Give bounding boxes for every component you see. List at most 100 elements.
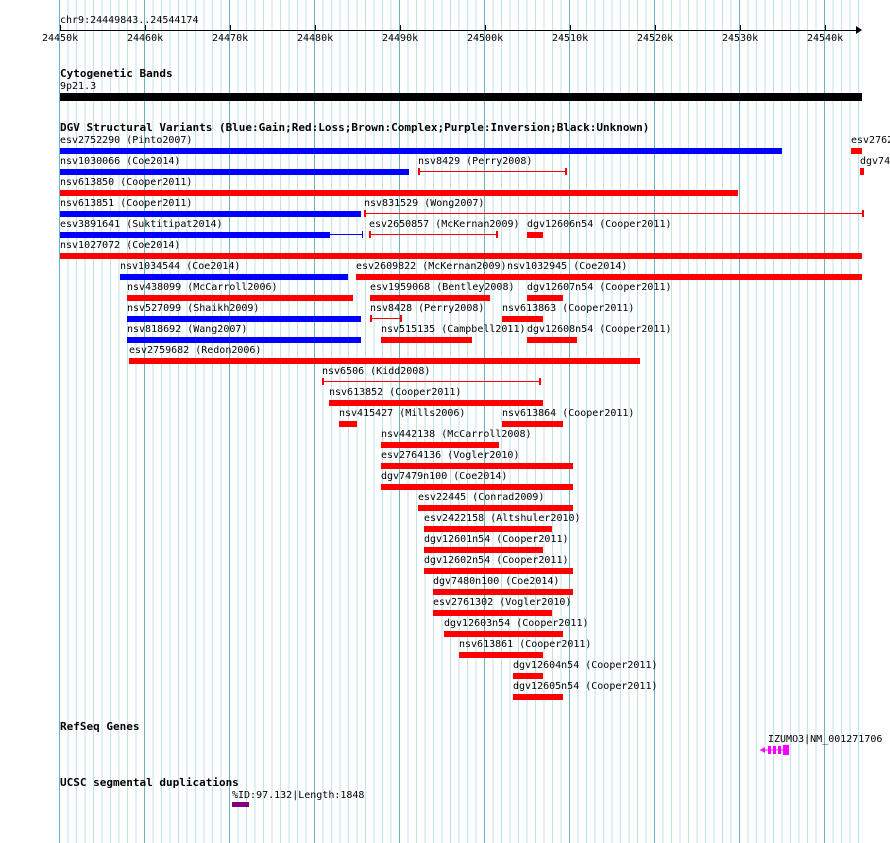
- dgv-feature-label[interactable]: dgv12603n54 (Cooper2011): [444, 618, 589, 629]
- dgv-feature-interval[interactable]: [322, 381, 539, 382]
- dgv-track-title[interactable]: DGV Structural Variants (Blue:Gain;Red:L…: [60, 121, 650, 134]
- dgv-feature-label[interactable]: nsv6506 (Kidd2008): [322, 366, 431, 377]
- dgv-feature-bar[interactable]: [513, 673, 543, 679]
- range-label: chr9:24449843..24544174: [60, 15, 199, 26]
- dgv-feature-label[interactable]: nsv613852 (Cooper2011): [329, 387, 462, 398]
- dgv-feature-interval[interactable]: [370, 318, 400, 319]
- dgv-feature-bar[interactable]: [129, 358, 640, 364]
- dgv-feature-label[interactable]: dgv74: [860, 156, 890, 167]
- dgv-feature-bar[interactable]: [507, 274, 862, 280]
- dgv-feature-label[interactable]: esv2761302 (Vogler2010): [433, 597, 572, 608]
- gene-model-icon[interactable]: [758, 743, 792, 757]
- dgv-feature-label[interactable]: nsv8429 (Perry2008): [418, 156, 533, 167]
- gene-label[interactable]: IZUMO3|NM_001271706: [768, 734, 883, 745]
- dgv-feature-bar[interactable]: [418, 505, 573, 511]
- dgv-feature-bar[interactable]: [127, 316, 361, 322]
- dgv-feature-bar[interactable]: [502, 421, 563, 427]
- dgv-feature-label[interactable]: dgv12605n54 (Cooper2011): [513, 681, 658, 692]
- dgv-feature-label[interactable]: esv22445 (Conrad2009): [418, 492, 545, 503]
- dgv-feature-bar[interactable]: [127, 295, 353, 301]
- dgv-feature-label[interactable]: dgv7480n100 (Coe2014): [433, 576, 560, 587]
- refseq-track-title[interactable]: RefSeq Genes: [60, 720, 140, 733]
- dgv-feature-label[interactable]: nsv818692 (Wang2007): [127, 324, 248, 335]
- dgv-feature-bar[interactable]: [60, 211, 361, 217]
- dgv-feature-bar[interactable]: [60, 148, 782, 154]
- ruler-arrow-icon: [856, 26, 862, 34]
- dgv-feature-label[interactable]: nsv1032945 (Coe2014): [507, 261, 628, 272]
- segdup-label[interactable]: %ID:97.132|Length:1848: [232, 790, 365, 801]
- dgv-feature-bar[interactable]: [339, 421, 357, 427]
- dgv-feature-label[interactable]: nsv1034544 (Coe2014): [120, 261, 241, 272]
- segdup-feature[interactable]: [232, 802, 249, 807]
- dgv-feature-label[interactable]: esv2764136 (Vogler2010): [381, 450, 520, 461]
- dgv-feature-label[interactable]: esv2762: [851, 135, 890, 146]
- dgv-feature-bar[interactable]: [424, 547, 543, 553]
- dgv-feature-label[interactable]: nsv613850 (Cooper2011): [60, 177, 193, 188]
- dgv-feature-bar[interactable]: [381, 337, 472, 343]
- dgv-feature-bar[interactable]: [459, 652, 543, 658]
- dgv-feature-bar[interactable]: [60, 253, 862, 259]
- dgv-feature-label[interactable]: nsv527099 (Shaikh2009): [127, 303, 260, 314]
- dgv-feature-bar[interactable]: [60, 232, 330, 238]
- dgv-feature-label[interactable]: nsv415427 (Mills2006): [339, 408, 466, 419]
- dgv-feature-label[interactable]: nsv613863 (Cooper2011): [502, 303, 635, 314]
- ruler-tick-label: 24480k: [297, 33, 334, 44]
- dgv-feature-bar[interactable]: [527, 232, 543, 238]
- dgv-feature-label[interactable]: nsv613864 (Cooper2011): [502, 408, 635, 419]
- cytoband-bar[interactable]: [60, 93, 862, 101]
- dgv-feature-bar[interactable]: [127, 337, 361, 343]
- dgv-feature-bar[interactable]: [502, 316, 543, 322]
- dgv-feature-label[interactable]: dgv12606n54 (Cooper2011): [527, 219, 672, 230]
- dgv-feature-bar[interactable]: [329, 400, 543, 406]
- dgv-feature-label[interactable]: nsv442138 (McCarroll2008): [381, 429, 532, 440]
- dgv-feature-bar[interactable]: [60, 169, 409, 175]
- dgv-feature-interval[interactable]: [369, 234, 496, 235]
- dgv-feature-label[interactable]: dgv12602n54 (Cooper2011): [424, 555, 569, 566]
- dgv-feature-bar[interactable]: [381, 484, 573, 490]
- dgv-feature-bar[interactable]: [120, 274, 348, 280]
- ruler-tick: [145, 25, 146, 30]
- dgv-feature-label[interactable]: dgv12601n54 (Cooper2011): [424, 534, 569, 545]
- dgv-feature-label[interactable]: nsv831529 (Wong2007): [364, 198, 485, 209]
- dgv-feature-bar[interactable]: [851, 148, 862, 154]
- dgv-feature-label[interactable]: nsv8428 (Perry2008): [370, 303, 485, 314]
- dgv-feature-label[interactable]: nsv515135 (Campbell2011): [381, 324, 526, 335]
- dgv-feature-label[interactable]: esv2650857 (McKernan2009): [369, 219, 520, 230]
- dgv-feature-bar[interactable]: [381, 442, 499, 448]
- ruler-tick-label: 24510k: [552, 33, 589, 44]
- dgv-feature-bar[interactable]: [381, 463, 573, 469]
- dgv-feature-bar[interactable]: [370, 295, 490, 301]
- dgv-feature-label[interactable]: dgv12604n54 (Cooper2011): [513, 660, 658, 671]
- segdup-track-title[interactable]: UCSC segmental duplications: [60, 776, 239, 789]
- dgv-feature-label[interactable]: esv2609822 (McKernan2009): [356, 261, 507, 272]
- dgv-feature-label[interactable]: nsv1030066 (Coe2014): [60, 156, 181, 167]
- dgv-feature-bar[interactable]: [60, 190, 738, 196]
- dgv-feature-label[interactable]: esv2752290 (Pinto2007): [60, 135, 193, 146]
- dgv-feature-bar[interactable]: [424, 568, 573, 574]
- dgv-feature-bar[interactable]: [433, 589, 573, 595]
- dgv-feature-interval[interactable]: [418, 171, 565, 172]
- dgv-feature-label[interactable]: esv3891641 (Suktitipat2014): [60, 219, 223, 230]
- dgv-feature-bar[interactable]: [424, 526, 552, 532]
- cytoband-track-title[interactable]: Cytogenetic Bands: [60, 67, 173, 80]
- dgv-feature-bar[interactable]: [444, 631, 563, 637]
- dgv-feature-label[interactable]: esv2759682 (Redon2006): [129, 345, 262, 356]
- dgv-feature-label[interactable]: nsv438099 (McCarroll2006): [127, 282, 278, 293]
- dgv-feature-label[interactable]: nsv613861 (Cooper2011): [459, 639, 592, 650]
- dgv-feature-label[interactable]: dgv12608n54 (Cooper2011): [527, 324, 672, 335]
- dgv-feature-bar[interactable]: [513, 694, 563, 700]
- dgv-feature-bar[interactable]: [527, 295, 563, 301]
- dgv-feature-label[interactable]: esv1959068 (Bentley2008): [370, 282, 515, 293]
- dgv-feature-label[interactable]: esv2422158 (Altshuler2010): [424, 513, 581, 524]
- dgv-feature-bar[interactable]: [433, 610, 552, 616]
- dgv-feature-label[interactable]: dgv7479n100 (Coe2014): [381, 471, 508, 482]
- dgv-feature-endcap: [862, 210, 864, 217]
- dgv-feature-label[interactable]: nsv613851 (Cooper2011): [60, 198, 193, 209]
- dgv-feature-connector[interactable]: [330, 234, 362, 235]
- dgv-feature-interval[interactable]: [364, 213, 862, 214]
- dgv-feature-bar[interactable]: [527, 337, 577, 343]
- dgv-feature-label[interactable]: dgv12607n54 (Cooper2011): [527, 282, 672, 293]
- ruler-tick-label: 24530k: [722, 33, 759, 44]
- dgv-feature-bar[interactable]: [356, 274, 508, 280]
- dgv-feature-label[interactable]: nsv1027072 (Coe2014): [60, 240, 181, 251]
